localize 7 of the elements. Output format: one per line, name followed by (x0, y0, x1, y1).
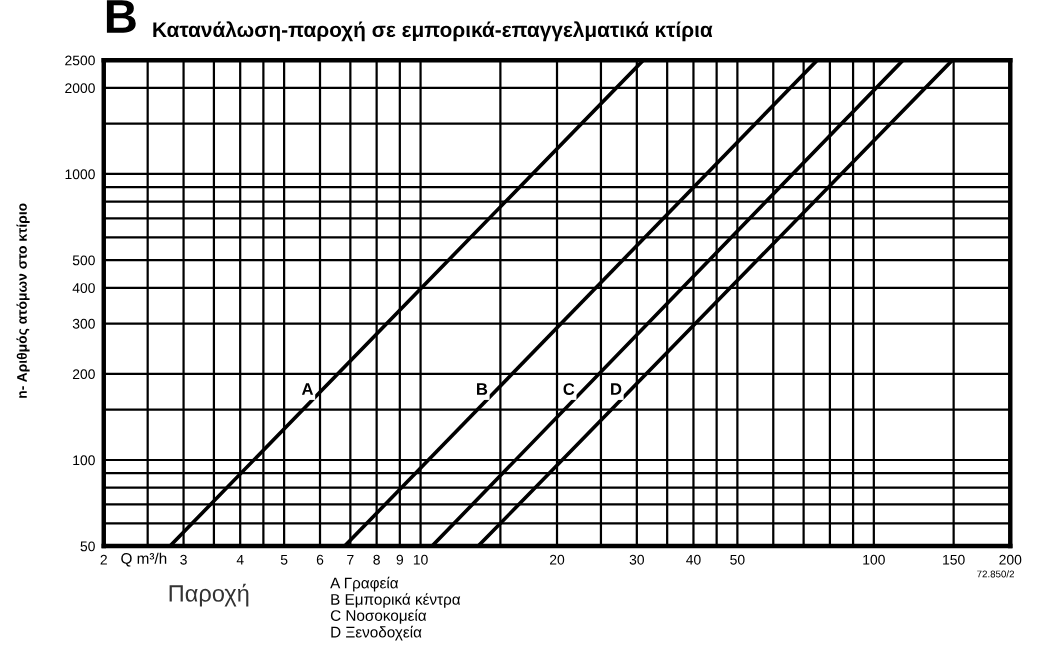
series-label: C (563, 383, 575, 395)
chart-subtitle: Κατανάλωση-παροχή σε εμπορικά-επαγγελματικά κτίρια (153, 21, 713, 42)
chart-title: B (106, 0, 136, 33)
text: Παροχή (169, 583, 249, 607)
series-label: B (477, 383, 488, 395)
series-label: A (301, 383, 314, 395)
series-label: D (611, 383, 622, 395)
